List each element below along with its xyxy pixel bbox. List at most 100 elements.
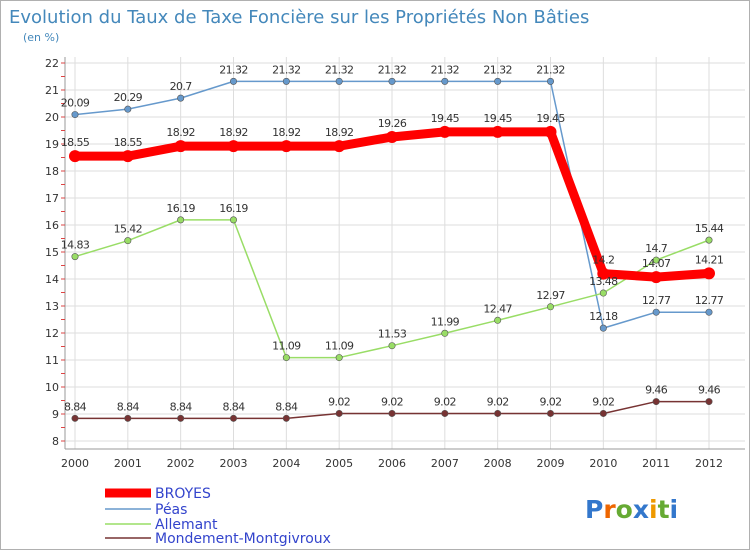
legend-label-p-as: Péas: [155, 502, 187, 518]
y-tick-label: 15: [45, 246, 59, 259]
data-label-p-as: 21.32: [483, 63, 512, 76]
data-point-mondement-montgivroux: [230, 414, 238, 422]
data-point-p-as: [177, 94, 185, 102]
logo-letter: x: [633, 495, 649, 524]
x-tick-label: 2003: [220, 457, 248, 470]
data-label-allemant: 11.53: [378, 328, 407, 341]
data-point-p-as: [441, 77, 449, 85]
data-point-mondement-montgivroux: [388, 409, 396, 417]
data-point-allemant: [494, 316, 502, 324]
data-point-p-as: [230, 77, 238, 85]
data-label-allemant: 11.99: [431, 315, 460, 328]
y-tick-label: 8: [52, 435, 59, 448]
grid: [65, 57, 745, 449]
data-label-allemant: 14.7: [645, 242, 668, 255]
data-point-p-as: [71, 111, 79, 119]
data-point-mondement-montgivroux: [282, 414, 290, 422]
data-label-broyes: 14.07: [642, 257, 671, 270]
data-point-mondement-montgivroux: [652, 398, 660, 406]
y-tick-label: 16: [45, 219, 59, 232]
data-label-mondement-montgivroux: 8.84: [222, 400, 245, 413]
data-point-p-as: [652, 308, 660, 316]
data-label-allemant: 11.09: [325, 340, 354, 353]
data-point-broyes: [703, 267, 715, 280]
data-point-broyes: [386, 130, 398, 143]
plot-area: [69, 77, 715, 422]
data-label-p-as: 20.09: [61, 97, 90, 110]
data-label-p-as: 21.32: [378, 63, 407, 76]
legend-label-mondement-montgivroux: Mondement-Montgivroux: [155, 531, 331, 547]
data-label-mondement-montgivroux: 9.46: [645, 384, 668, 397]
data-label-allemant: 16.19: [219, 202, 248, 215]
x-tick-label: 2006: [378, 457, 406, 470]
data-label-mondement-montgivroux: 9.02: [381, 395, 403, 408]
data-point-allemant: [71, 253, 79, 261]
data-point-allemant: [124, 237, 132, 245]
x-tick-label: 2005: [325, 457, 353, 470]
data-point-p-as: [335, 77, 343, 85]
data-point-mondement-montgivroux: [546, 409, 554, 417]
y-tick-label: 11: [45, 354, 59, 367]
data-label-broyes: 18.92: [219, 126, 248, 139]
x-tick-label: 2004: [272, 457, 300, 470]
x-tick-label: 2009: [537, 457, 565, 470]
data-label-broyes: 14.21: [695, 253, 724, 266]
y-tick-label: 9: [52, 408, 59, 421]
y-tick-label: 18: [45, 165, 59, 178]
data-point-mondement-montgivroux: [441, 409, 449, 417]
data-point-allemant: [388, 342, 396, 350]
y-tick-label: 17: [45, 192, 59, 205]
y-tick-label: 20: [45, 111, 59, 124]
data-label-broyes: 18.92: [325, 126, 354, 139]
x-tick-label: 2012: [695, 457, 723, 470]
data-label-broyes: 18.55: [114, 136, 143, 149]
proxiti-logo: Proxiti: [585, 495, 678, 524]
data-point-allemant: [335, 354, 343, 362]
data-label-p-as: 21.32: [272, 63, 301, 76]
data-label-p-as: 12.77: [695, 294, 724, 307]
data-point-broyes: [597, 267, 610, 280]
data-label-allemant: 14.83: [61, 239, 90, 252]
y-tick-label: 12: [45, 327, 59, 340]
data-label-p-as: 21.32: [431, 63, 460, 76]
data-point-mondement-montgivroux: [494, 409, 502, 417]
data-point-p-as: [599, 324, 607, 332]
data-label-allemant: 11.09: [272, 340, 301, 353]
data-label-broyes: 18.55: [61, 136, 90, 149]
data-point-broyes: [280, 140, 293, 153]
logo-letter: P: [585, 495, 603, 524]
data-label-mondement-montgivroux: 8.84: [275, 400, 298, 413]
y-tick-label: 10: [45, 381, 59, 394]
legend-label-allemant: Allemant: [155, 517, 218, 533]
data-point-p-as: [282, 77, 290, 85]
data-label-p-as: 12.77: [642, 294, 671, 307]
data-point-p-as: [388, 77, 396, 85]
data-point-allemant: [546, 303, 554, 311]
logo-letter: o: [616, 495, 633, 524]
data-point-allemant: [230, 216, 238, 224]
logo-letter: i: [649, 495, 658, 524]
logo-letter: i: [670, 495, 679, 524]
logo-text: Proxiti: [585, 495, 678, 524]
data-label-p-as: 20.7: [170, 80, 193, 93]
data-point-mondement-montgivroux: [335, 409, 343, 417]
data-label-allemant: 12.97: [536, 289, 565, 302]
data-label-allemant: 13.48: [589, 275, 618, 288]
y-tick-label: 14: [45, 273, 59, 286]
data-label-mondement-montgivroux: 9.02: [487, 395, 509, 408]
data-label-broyes: 14.2: [592, 254, 614, 267]
data-point-allemant: [177, 216, 185, 224]
logo-letter: r: [603, 495, 616, 524]
data-label-allemant: 15.44: [695, 222, 724, 235]
data-label-mondement-montgivroux: 9.02: [539, 395, 561, 408]
data-label-broyes: 19.45: [483, 112, 512, 125]
data-point-allemant: [652, 256, 660, 264]
data-point-broyes: [544, 125, 557, 138]
data-point-broyes: [333, 140, 346, 153]
data-label-p-as: 20.29: [114, 91, 143, 104]
data-label-mondement-montgivroux: 9.02: [592, 395, 614, 408]
data-point-allemant: [282, 354, 290, 362]
x-tick-label: 2000: [61, 457, 89, 470]
